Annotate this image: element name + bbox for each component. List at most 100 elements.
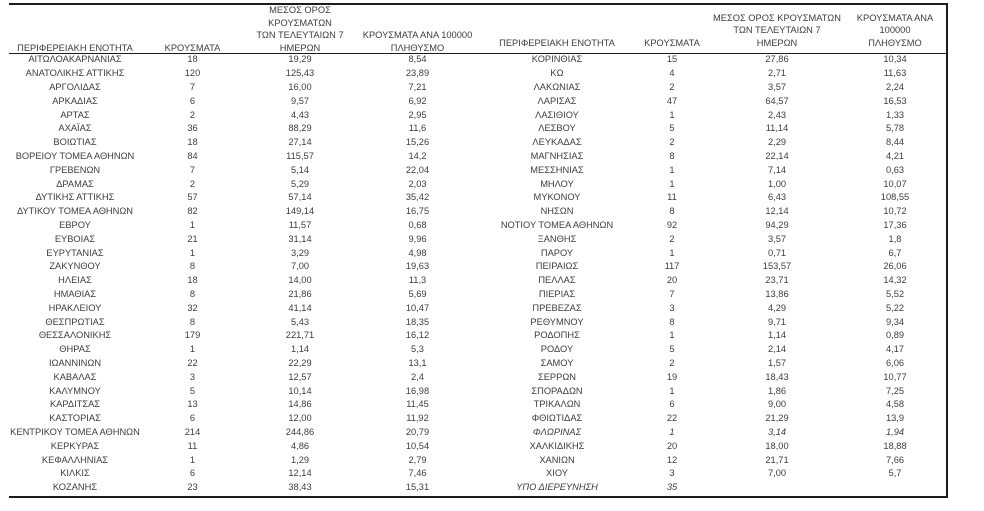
table-row: ΜΕΣΣΗΝΙΑΣ 1 7,14 0,63	[482, 163, 948, 177]
cases-cell: 6	[189, 95, 196, 106]
table-header-row: ΠΕΡΙΦΕΡΕΙΑΚΗ ΕΝΟΤΗΤΑ ΚΡΟΥΣΜΑΤΑ ΜΕΣΟΣ ΟΡΟ…	[10, 4, 480, 53]
table-row: ΔΥΤΙΚΟΥ ΤΟΜΕΑ ΑΘΗΝΩΝ 82 149,14 16,75	[10, 205, 480, 219]
avg7-cell: 7,00	[290, 261, 310, 272]
column-header-per100k-line1: ΚΡΟΥΣΜΑΤΑ ΑΝΑ 100000	[856, 12, 934, 36]
per100k-cell: 2,03	[408, 178, 427, 189]
region-name-cell: ΜΕΣΣΗΝΙΑΣ	[530, 164, 584, 175]
cases-cell: 19	[666, 371, 678, 382]
cases-cell: 2	[669, 137, 675, 148]
per100k-cell: 5,3	[411, 344, 424, 355]
table-row: ΠΕΛΛΑΣ 20 23,71 14,32	[482, 274, 948, 288]
region-name-cell: ΘΕΣΣΑΛΟΝΙΚΗΣ	[38, 330, 112, 341]
region-name-cell: ΚΕΦΑΛΛΗΝΙΑΣ	[41, 454, 109, 465]
avg7-cell: 9,71	[767, 316, 787, 327]
per100k-cell: 5,22	[885, 302, 905, 313]
cases-cell: 1	[669, 385, 675, 396]
table-row: ΝΗΣΩΝ 8 12,14 10,72	[482, 205, 948, 219]
per100k-cell: 10,34	[883, 54, 907, 65]
avg7-cell: 4,43	[290, 109, 310, 120]
per100k-cell: 108,55	[880, 192, 910, 203]
table-row: ΚΕΦΑΛΛΗΝΙΑΣ 1 1,29 2,79	[10, 453, 480, 467]
per100k-cell: 16,12	[405, 330, 430, 341]
column-header-avg7-line2: ΤΩΝ ΤΕΛΕΥΤΑΙΩΝ 7	[733, 25, 821, 35]
per100k-cell: 10,72	[883, 206, 907, 217]
cases-cell: 35	[666, 482, 678, 493]
region-name-cell: ΚΕΡΚΥΡΑΣ	[50, 440, 100, 451]
region-name-cell: ΡΕΘΥΜΝΟΥ	[530, 316, 584, 327]
table-header-underline	[9, 52, 948, 55]
cases-cell: 117	[664, 261, 680, 272]
column-header-avg7-line1: ΜΕΣΟΣ ΟΡΟΣ ΚΡΟΥΣΜΑΤΩΝ	[268, 5, 332, 28]
cases-cell: 57	[187, 192, 198, 203]
column-header-per100k-line1: ΚΡΟΥΣΜΑΤΑ ΑΝΑ 100000	[362, 30, 473, 40]
cases-cell: 20	[666, 440, 678, 451]
region-name-cell: ΔΡΑΜΑΣ	[56, 178, 94, 189]
region-name-cell: ΜΗΛΟΥ	[540, 178, 574, 189]
table-top-border	[9, 3, 948, 5]
cases-cell: 214	[184, 426, 201, 437]
region-name-cell: ΚΟΡΙΝΘΙΑΣ	[531, 54, 583, 65]
region-name-cell: ΣΠΟΡΑΔΩΝ	[531, 385, 583, 396]
table-row: ΑΧΑΪΑΣ 36 88,29 11,6	[10, 122, 480, 136]
table-row: ΚΑΡΔΙΤΣΑΣ 13 14,86 11,45	[10, 398, 480, 412]
avg7-cell: 11,57	[288, 219, 312, 230]
table-row: ΚΕΡΚΥΡΑΣ 11 4,86 10,54	[10, 439, 480, 453]
cases-cell: 5	[669, 123, 675, 134]
avg7-cell: 88,29	[288, 123, 312, 134]
cases-cell: 22	[666, 413, 678, 424]
per100k-cell: 11,92	[406, 413, 429, 424]
per100k-cell: 11,45	[406, 399, 429, 410]
avg7-cell: 19,29	[288, 54, 312, 65]
right-table-body: ΚΟΡΙΝΘΙΑΣ 15 27,86 10,34 ΚΩ 4 2,71 11,63 ΛΑΚΩΝΙΑ…	[482, 53, 948, 495]
table-row: ΑΝΑΤΟΛΙΚΗΣ ΑΤΤΙΚΗΣ 120 125,43 23,89	[10, 67, 480, 81]
column-header-avg7-line3: ΗΜΕΡΩΝ	[756, 37, 798, 48]
table-row: ΙΩΑΝΝΙΝΩΝ 22 22,29 13,1	[10, 357, 480, 371]
avg7-cell: 125,43	[285, 68, 315, 79]
per100k-cell: 17,36	[883, 219, 907, 230]
avg7-cell: 1,86	[767, 385, 787, 396]
table-row: ΕΥΒΟΙΑΣ 21 31,14 9,96	[10, 232, 480, 246]
table-row: ΜΑΓΝΗΣΙΑΣ 8 22,14 4,21	[482, 150, 948, 164]
cases-cell: 1	[189, 219, 196, 230]
region-name-cell: ΠΡΕΒΕΖΑΣ	[532, 302, 582, 313]
region-name-cell: ΖΑΚΥΝΘΟΥ	[49, 261, 101, 272]
table-row: ΚΟΖΑΝΗΣ 23 38,43 15,31	[10, 481, 480, 495]
cases-cell: 2	[669, 357, 675, 368]
table-row: ΗΡΑΚΛΕΙΟΥ 32 41,14 10,47	[10, 301, 480, 315]
table-bottom-border	[9, 496, 948, 499]
cases-cell: 3	[669, 468, 675, 479]
region-name-cell: ΚΑΡΔΙΤΣΑΣ	[49, 399, 101, 410]
per100k-cell: 18,88	[883, 440, 907, 451]
region-name-cell: ΕΥΒΟΙΑΣ	[54, 233, 96, 244]
region-name-cell: ΚΑΛΥΜΝΟΥ	[49, 385, 101, 396]
table-row: ΜΥΚΟΝΟΥ 11 6,43 108,55	[482, 191, 948, 205]
region-name-cell: ΣΕΡΡΩΝ	[537, 371, 576, 382]
table-row: ΠΡΕΒΕΖΑΣ 3 4,29 5,22	[482, 301, 948, 315]
region-name-cell: ΣΑΜΟΥ	[540, 357, 574, 368]
per100k-cell: 11,3	[408, 275, 427, 286]
avg7-cell: 13,86	[765, 288, 789, 299]
column-header-avg7-line1: ΜΕΣΟΣ ΟΡΟΣ ΚΡΟΥΣΜΑΤΩΝ	[713, 12, 841, 23]
table-row: ΠΕΙΡΑΙΩΣ 117 153,57 26,06	[482, 260, 948, 274]
column-header-region-label: ΠΕΡΙΦΕΡΕΙΑΚΗ ΕΝΟΤΗΤΑ	[17, 42, 133, 53]
cases-cell: 18	[187, 54, 198, 65]
per100k-cell: 11,63	[883, 68, 907, 79]
per100k-cell: 15,31	[405, 482, 430, 493]
region-name-cell: ΑΧΑΪΑΣ	[58, 123, 92, 134]
region-name-cell: ΠΕΛΛΑΣ	[538, 275, 576, 286]
cases-cell: 84	[187, 150, 198, 161]
per100k-cell: 15,26	[405, 137, 430, 148]
per100k-cell: 18,35	[405, 316, 430, 327]
table-row: ΒΟΙΩΤΙΑΣ 18 27,14 15,26	[10, 136, 480, 150]
cases-cell: 7	[669, 288, 675, 299]
cases-cell: 4	[669, 68, 675, 79]
avg7-cell: 244,86	[285, 426, 315, 437]
regional-table-left: ΠΕΡΙΦΕΡΕΙΑΚΗ ΕΝΟΤΗΤΑ ΚΡΟΥΣΜΑΤΑ ΜΕΣΟΣ ΟΡΟ…	[10, 4, 480, 495]
cases-cell: 5	[669, 344, 675, 355]
per100k-cell: 22,04	[405, 164, 430, 175]
table-row: ΔΥΤΙΚΗΣ ΑΤΤΙΚΗΣ 57 57,14 35,42	[10, 191, 480, 205]
region-name-cell: ΤΡΙΚΑΛΩΝ	[533, 399, 581, 410]
avg7-cell: 0,71	[767, 247, 787, 258]
avg7-cell: 57,14	[288, 192, 312, 203]
region-name-cell: ΒΟΙΩΤΙΑΣ	[53, 137, 97, 148]
